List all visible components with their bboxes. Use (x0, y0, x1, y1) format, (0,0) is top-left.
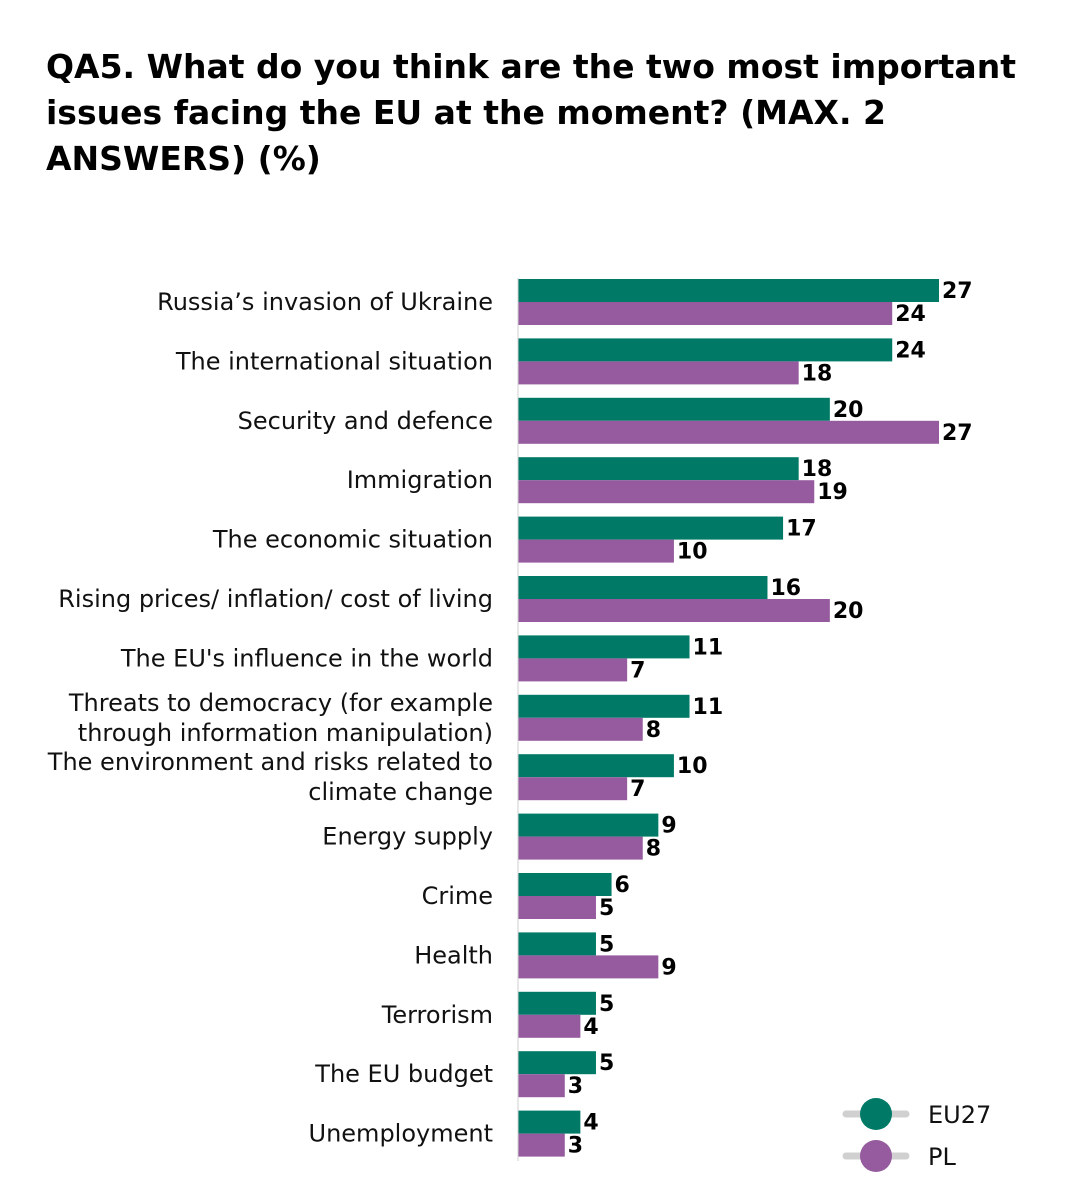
category-label: The EU budget (314, 1060, 493, 1088)
bar-eu27 (518, 338, 893, 362)
value-label-pl: 4 (583, 1015, 598, 1040)
category-label: Terrorism (381, 1001, 493, 1029)
category-label: The international situation (175, 347, 493, 375)
category-label: Russia’s invasion of Ukraine (157, 288, 493, 316)
value-label-eu27: 5 (599, 932, 614, 957)
category-labels-group: Russia’s invasion of Ukraine The internat… (47, 288, 493, 1148)
value-label-pl: 7 (630, 777, 645, 802)
category-label: The economic situation (212, 526, 493, 554)
value-label-pl: 9 (661, 955, 676, 980)
bar-eu27 (518, 635, 690, 659)
bar-eu27 (518, 576, 768, 599)
value-label-pl: 3 (568, 1074, 583, 1099)
bar-eu27 (518, 397, 830, 421)
value-label-pl: 27 (942, 421, 973, 446)
bar-pl (518, 599, 830, 622)
bar-eu27 (518, 694, 690, 718)
value-label-eu27: 4 (583, 1111, 598, 1136)
bar-pl (518, 302, 893, 325)
value-label-eu27: 27 (942, 279, 973, 304)
bars-group: 2724241820271819171016201171181079865595… (518, 279, 973, 1159)
value-label-eu27: 10 (677, 754, 708, 779)
bar-pl (518, 955, 659, 979)
category-label: Rising prices/ inflation/ cost of living (58, 585, 493, 613)
category-label: The EU's influence in the world (120, 644, 493, 672)
value-label-pl: 8 (646, 837, 661, 862)
value-label-eu27: 5 (599, 1051, 614, 1076)
value-label-eu27: 11 (693, 635, 724, 660)
value-label-pl: 20 (833, 599, 864, 624)
bar-pl (518, 836, 643, 860)
bar-eu27 (518, 457, 799, 481)
bar-pl (518, 896, 596, 919)
bar-pl (518, 658, 628, 682)
bar-pl (518, 1074, 565, 1098)
bar-eu27 (518, 1110, 581, 1134)
legend-marker-pl (860, 1140, 892, 1172)
bar-pl (518, 777, 628, 801)
legend-marker-eu27 (860, 1098, 892, 1130)
value-label-pl: 3 (568, 1134, 583, 1159)
bar-eu27 (518, 754, 674, 778)
value-label-pl: 8 (646, 718, 661, 743)
bar-eu27 (518, 932, 596, 956)
bar-eu27 (518, 991, 596, 1015)
category-label: Health (414, 941, 493, 969)
category-label: Threats to democracy (for example through… (68, 689, 493, 747)
value-label-eu27: 5 (599, 992, 614, 1017)
bar-pl (518, 420, 939, 444)
category-label: Immigration (347, 466, 493, 494)
value-label-eu27: 6 (615, 873, 630, 898)
bar-eu27 (518, 1051, 596, 1075)
value-label-eu27: 18 (802, 457, 833, 482)
value-label-eu27: 11 (693, 695, 724, 720)
bar-pl (518, 480, 815, 504)
category-label: Unemployment (309, 1120, 493, 1148)
legend-label-pl: PL (928, 1143, 956, 1171)
value-label-pl: 10 (677, 540, 708, 565)
bar-pl (518, 539, 674, 563)
category-label: Crime (422, 882, 493, 910)
category-label: Energy supply (322, 823, 493, 851)
category-label: The environment and risks related to clim… (47, 748, 493, 806)
category-label: Security and defence (238, 407, 493, 435)
value-label-eu27: 17 (786, 517, 817, 542)
bar-pl (518, 717, 643, 741)
bar-eu27 (518, 516, 784, 540)
value-label-pl: 18 (802, 361, 833, 386)
value-label-pl: 19 (817, 480, 848, 505)
value-label-pl: 7 (630, 658, 645, 683)
chart-title: QA5. What do you think are the two most … (46, 47, 1016, 178)
bar-pl (518, 1133, 565, 1157)
value-label-eu27: 9 (661, 814, 676, 839)
value-label-eu27: 24 (895, 338, 926, 363)
value-label-eu27: 16 (770, 576, 801, 601)
bar-eu27 (518, 279, 939, 302)
value-label-pl: 5 (599, 896, 614, 921)
legend-label-eu27: EU27 (928, 1101, 991, 1129)
legend: EU27 PL (842, 1098, 991, 1172)
bar-pl (518, 361, 799, 385)
bar-pl (518, 1014, 581, 1038)
bar-eu27 (518, 873, 612, 896)
value-label-eu27: 20 (833, 398, 864, 423)
bar-eu27 (518, 813, 659, 837)
value-label-pl: 24 (895, 302, 926, 327)
